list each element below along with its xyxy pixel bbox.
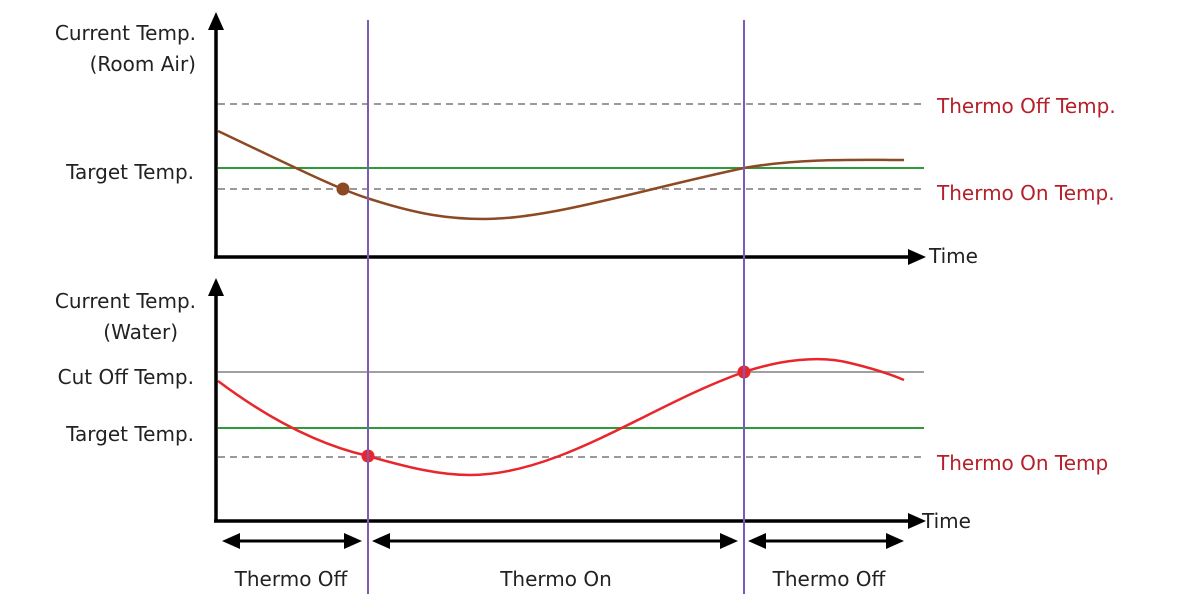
top-ylabel-line2: (Room Air)	[90, 52, 196, 76]
room-air-temp-curve	[217, 129, 905, 221]
top-chart: Current Temp. (Room Air) Target Temp. Ti…	[55, 12, 1116, 268]
arrow-left-icon	[222, 533, 240, 549]
bottom-x-axis-arrow-icon	[908, 513, 926, 529]
bottom-target-label: Target Temp.	[65, 422, 194, 446]
room-air-thermo-on-point	[336, 182, 350, 196]
top-y-axis-arrow-icon	[208, 12, 224, 30]
arrow-left-icon	[372, 533, 390, 549]
cut-off-temp-label: Cut Off Temp.	[58, 365, 194, 389]
bottom-time-label: Time	[921, 509, 971, 533]
bottom-y-axis-arrow-icon	[208, 278, 224, 296]
top-time-label: Time	[928, 244, 978, 268]
top-target-label: Target Temp.	[65, 160, 194, 184]
bottom-ylabel-line1: Current Temp.	[55, 289, 196, 313]
arrow-right-icon	[344, 533, 362, 549]
top-x-axis-arrow-icon	[908, 249, 926, 265]
arrow-right-icon	[886, 533, 904, 549]
bottom-ylabel-line2: (Water)	[103, 320, 178, 344]
phase-label-thermo-off-1: Thermo Off	[234, 567, 349, 591]
phase-arrows	[222, 533, 904, 549]
phase-label-thermo-on: Thermo On	[499, 567, 612, 591]
thermo-off-temp-label: Thermo Off Temp.	[936, 94, 1116, 118]
arrow-left-icon	[748, 533, 766, 549]
water-temp-curve	[217, 357, 905, 477]
bottom-thermo-on-temp-label: Thermo On Temp	[936, 451, 1108, 475]
top-thermo-on-temp-label: Thermo On Temp.	[936, 181, 1115, 205]
bottom-chart: Current Temp. (Water) Cut Off Temp. Targ…	[55, 278, 1108, 533]
arrow-right-icon	[720, 533, 738, 549]
phase-label-thermo-off-2: Thermo Off	[772, 567, 887, 591]
top-ylabel-line1: Current Temp.	[55, 21, 196, 45]
